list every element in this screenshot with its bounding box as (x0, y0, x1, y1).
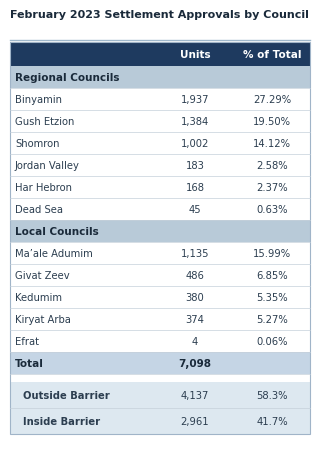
Bar (10, 198, 310, 220)
Text: 14.12%: 14.12% (253, 139, 291, 149)
Text: 168: 168 (186, 183, 204, 193)
Text: Jordan Valley: Jordan Valley (15, 161, 80, 171)
Text: 2,961: 2,961 (181, 417, 209, 427)
Text: % of Total: % of Total (243, 50, 301, 60)
Text: Regional Councils: Regional Councils (15, 73, 119, 83)
Text: 5.27%: 5.27% (256, 315, 288, 325)
Text: 7,098: 7,098 (179, 359, 212, 369)
Text: 1,135: 1,135 (181, 249, 209, 259)
Bar (10, 66, 310, 88)
Text: Local Councils: Local Councils (15, 227, 99, 237)
Bar (10, 132, 310, 154)
Text: 1,002: 1,002 (181, 139, 209, 149)
Text: 374: 374 (186, 315, 204, 325)
Bar (10, 110, 310, 132)
Text: Ma’ale Adumim: Ma’ale Adumim (15, 249, 93, 259)
Text: 183: 183 (186, 161, 204, 171)
Bar (10, 352, 310, 374)
Text: 0.06%: 0.06% (256, 337, 288, 347)
Text: Kedumim: Kedumim (15, 293, 62, 303)
Bar (10, 382, 310, 434)
Text: February 2023 Settlement Approvals by Council: February 2023 Settlement Approvals by Co… (10, 10, 309, 20)
Bar (10, 220, 310, 242)
Text: 4: 4 (192, 337, 198, 347)
Text: 15.99%: 15.99% (253, 249, 291, 259)
Bar (10, 42, 310, 434)
Text: Total: Total (15, 359, 44, 369)
Text: 380: 380 (186, 293, 204, 303)
Text: 2.58%: 2.58% (256, 161, 288, 171)
Text: Givat Zeev: Givat Zeev (15, 271, 70, 281)
Bar (10, 242, 310, 264)
Text: Shomron: Shomron (15, 139, 60, 149)
Text: Inside Barrier: Inside Barrier (23, 417, 100, 427)
Text: Kiryat Arba: Kiryat Arba (15, 315, 71, 325)
Text: 486: 486 (186, 271, 204, 281)
Bar (10, 286, 310, 308)
Text: Dead Sea: Dead Sea (15, 205, 63, 215)
Bar (10, 42, 310, 66)
Bar (10, 308, 310, 330)
Text: Har Hebron: Har Hebron (15, 183, 72, 193)
Text: 45: 45 (189, 205, 201, 215)
Bar (10, 264, 310, 286)
Bar (10, 154, 310, 176)
Text: 2.37%: 2.37% (256, 183, 288, 193)
Text: 1,937: 1,937 (181, 95, 209, 105)
Text: 4,137: 4,137 (181, 391, 209, 401)
Text: 6.85%: 6.85% (256, 271, 288, 281)
Text: Efrat: Efrat (15, 337, 39, 347)
Bar (10, 176, 310, 198)
Text: Units: Units (180, 50, 210, 60)
Bar (10, 88, 310, 110)
Text: 19.50%: 19.50% (253, 117, 291, 127)
Text: 0.63%: 0.63% (256, 205, 288, 215)
Text: 5.35%: 5.35% (256, 293, 288, 303)
Text: 27.29%: 27.29% (253, 95, 291, 105)
Text: Outside Barrier: Outside Barrier (23, 391, 110, 401)
Text: Gush Etzion: Gush Etzion (15, 117, 74, 127)
Text: 1,384: 1,384 (181, 117, 209, 127)
Text: 58.3%: 58.3% (256, 391, 288, 401)
Text: 41.7%: 41.7% (256, 417, 288, 427)
Text: Binyamin: Binyamin (15, 95, 62, 105)
Bar (10, 330, 310, 352)
